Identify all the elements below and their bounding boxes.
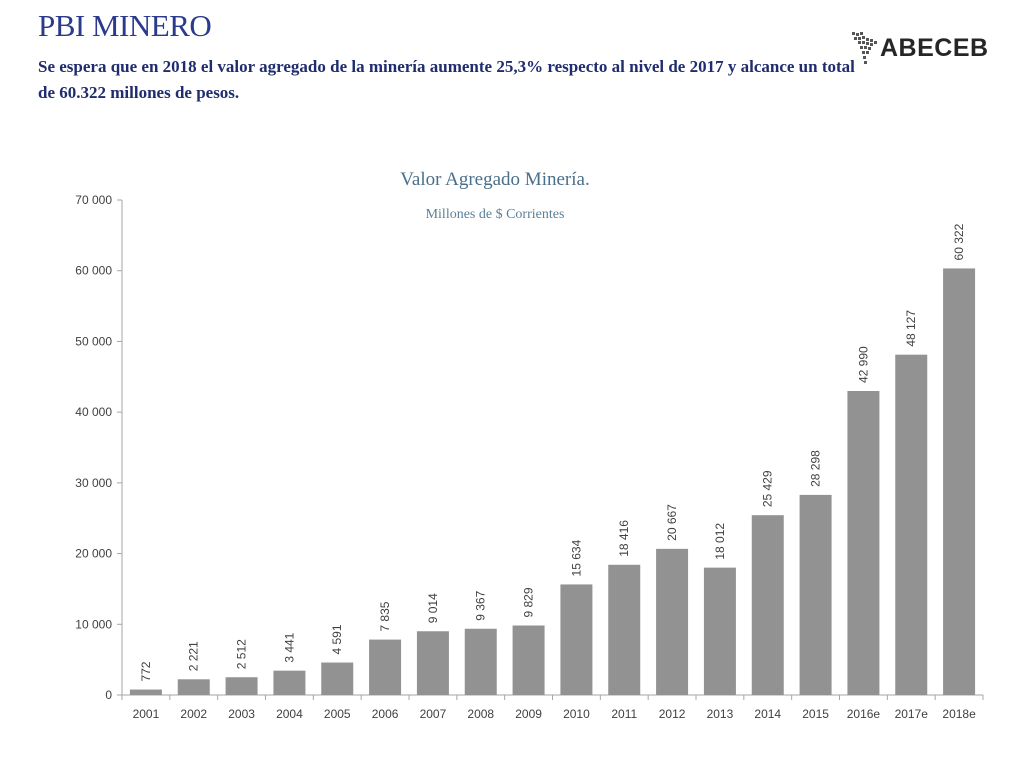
bar <box>799 494 832 695</box>
x-tick-label: 2017e <box>895 707 929 721</box>
y-tick-label: 70 000 <box>75 193 112 207</box>
data-label: 20 667 <box>665 504 679 541</box>
data-label: 48 127 <box>904 310 918 347</box>
x-tick-label: 2006 <box>372 707 399 721</box>
bar <box>177 679 210 695</box>
data-label: 9 829 <box>522 587 536 617</box>
bar <box>321 662 354 695</box>
data-label: 772 <box>139 661 153 681</box>
logo-text: ABECEB <box>880 34 989 62</box>
x-tick-label: 2001 <box>133 707 160 721</box>
bars <box>129 268 976 695</box>
y-tick-label: 10 000 <box>75 617 112 631</box>
bar <box>943 268 976 695</box>
bar <box>416 631 449 695</box>
data-label: 42 990 <box>856 346 870 383</box>
data-label: 18 012 <box>713 523 727 560</box>
x-tick-label: 2014 <box>754 707 781 721</box>
x-tick-label: 2007 <box>420 707 447 721</box>
bar <box>273 670 306 695</box>
data-label: 15 634 <box>569 539 583 576</box>
abeceb-logo: ABECEB <box>850 30 990 66</box>
bar <box>703 567 736 695</box>
x-tick-label: 2005 <box>324 707 351 721</box>
page-subtitle: Se espera que en 2018 el valor agregado … <box>38 57 855 102</box>
data-labels: 772 2 221 2 512 3 441 4 591 7 835 9 014 9 367 9 … <box>139 223 966 681</box>
bar <box>464 628 497 695</box>
y-tick-label: 20 000 <box>75 547 112 561</box>
data-label: 9 014 <box>426 593 440 623</box>
bar <box>512 625 545 695</box>
south-america-map-icon <box>852 32 877 64</box>
x-tick-label: 2009 <box>515 707 542 721</box>
x-tick-label: 2011 <box>611 707 637 721</box>
x-tick-label: 2013 <box>707 707 734 721</box>
x-tick-label: 2010 <box>563 707 590 721</box>
data-label: 28 298 <box>809 450 823 487</box>
x-tick-label: 2018e <box>942 707 976 721</box>
bar <box>608 564 641 695</box>
bar <box>847 390 880 695</box>
y-axis: 0 10 000 20 000 30 000 40 000 50 000 60 000 70 … <box>75 193 123 702</box>
x-tick-label: 2004 <box>276 707 303 721</box>
x-tick-label: 2012 <box>659 707 686 721</box>
x-tick-label: 2002 <box>180 707 207 721</box>
data-label: 2 512 <box>235 639 249 669</box>
x-tick-label: 2008 <box>467 707 494 721</box>
x-tick-label: 2016e <box>847 707 881 721</box>
y-tick-label: 30 000 <box>75 476 112 490</box>
bar <box>656 548 689 695</box>
bar <box>129 689 162 695</box>
y-tick-label: 0 <box>105 688 112 702</box>
data-label: 25 429 <box>761 470 775 507</box>
data-label: 3 441 <box>282 632 296 662</box>
x-axis: 2001 2002 2003 2004 2005 2006 2007 2008 2009 2010… <box>121 694 984 721</box>
bar <box>895 354 928 695</box>
bar <box>225 677 258 695</box>
data-label: 4 591 <box>330 624 344 654</box>
data-label: 18 416 <box>617 520 631 557</box>
chart-subtitle: Millones de $ Corrientes <box>426 207 565 222</box>
data-label: 60 322 <box>952 223 966 260</box>
y-tick-label: 40 000 <box>75 405 112 419</box>
y-tick-label: 50 000 <box>75 334 112 348</box>
bar <box>751 515 784 695</box>
x-tick-label: 2015 <box>802 707 829 721</box>
page-title: PBI MINERO <box>38 8 212 43</box>
bar <box>369 639 402 695</box>
data-label: 2 221 <box>187 641 201 671</box>
x-tick-label: 2003 <box>228 707 255 721</box>
chart-title: Valor Agregado Minería. <box>400 169 589 190</box>
data-label: 7 835 <box>378 601 392 631</box>
bar <box>560 584 593 695</box>
y-tick-label: 60 000 <box>75 264 112 278</box>
data-label: 9 367 <box>474 590 488 620</box>
